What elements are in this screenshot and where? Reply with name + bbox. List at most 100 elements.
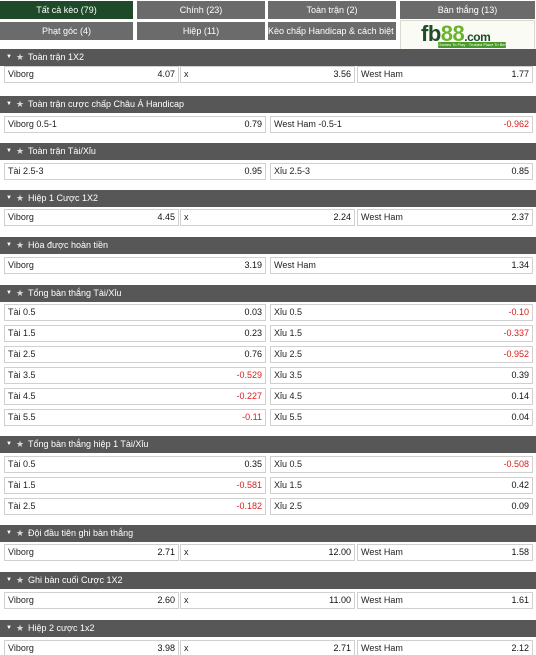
selection-name: Viborg <box>8 119 34 129</box>
odds-cell[interactable]: Viborg 3.19 <box>4 257 266 274</box>
handicap-line: 4.5 <box>289 391 303 401</box>
odds-cell[interactable]: Xỉu 2.5-3 0.85 <box>270 163 533 180</box>
odds-cell[interactable]: Tài 0.5 0.03 <box>4 304 266 321</box>
section-header[interactable]: ▼ ★ Tổng bàn thắng Tài/Xỉu <box>0 285 536 302</box>
odds-cell[interactable]: Xỉu 0.5 -0.10 <box>270 304 533 321</box>
odds-label: Xỉu 3.5 <box>274 368 302 383</box>
odds-cell[interactable]: West Ham -0.5-1 -0.962 <box>270 116 533 133</box>
odds-value: 3.98 <box>157 643 175 653</box>
odds-cell[interactable]: x 11.00 <box>180 592 355 609</box>
odds-cell[interactable]: West Ham 1.77 <box>357 66 533 83</box>
section-header[interactable]: ▼ ★ Toàn trận 1X2 <box>0 49 536 66</box>
section-header[interactable]: ▼ ★ Tổng bàn thắng hiệp 1 Tài/Xỉu <box>0 436 536 453</box>
chevron-down-icon[interactable]: ▼ <box>6 148 12 155</box>
tab-half[interactable]: Hiệp (11) <box>137 22 265 40</box>
star-icon[interactable]: ★ <box>16 528 25 538</box>
selection-name: x <box>184 643 189 653</box>
fb88-logo[interactable]: fb88.com Games To Play · Trusted Place T… <box>400 20 535 50</box>
star-icon[interactable]: ★ <box>16 240 25 250</box>
odds-cell[interactable]: Tài 0.5 0.35 <box>4 456 266 473</box>
handicap-line: 3.5 <box>23 370 36 380</box>
chevron-down-icon[interactable]: ▼ <box>6 530 12 537</box>
star-icon[interactable]: ★ <box>16 146 25 156</box>
chevron-down-icon[interactable]: ▼ <box>6 577 12 584</box>
odds-cell[interactable]: Xỉu 5.5 0.04 <box>270 409 533 426</box>
odds-cell[interactable]: x 2.24 <box>180 209 355 226</box>
tab-main[interactable]: Chính (23) <box>137 1 265 19</box>
section-title: Hòa được hoàn tiền <box>28 240 108 250</box>
odds-cell[interactable]: West Ham 1.61 <box>357 592 533 609</box>
star-icon[interactable]: ★ <box>16 193 25 203</box>
star-icon[interactable]: ★ <box>16 623 25 633</box>
odds-cell[interactable]: West Ham 2.37 <box>357 209 533 226</box>
odds-cell[interactable]: Tài 3.5 -0.529 <box>4 367 266 384</box>
handicap-line: 0.5-1 <box>36 119 57 129</box>
chevron-down-icon[interactable]: ▼ <box>6 54 12 61</box>
odds-cell[interactable]: Tài 2.5 0.76 <box>4 346 266 363</box>
odds-cell[interactable]: Viborg 4.45 <box>4 209 179 226</box>
odds-cell[interactable]: Xỉu 1.5 -0.337 <box>270 325 533 342</box>
star-icon[interactable]: ★ <box>16 99 25 109</box>
section-title: Đội đầu tiên ghi bàn thắng <box>28 528 134 538</box>
odds-cell[interactable]: x 3.56 <box>180 66 355 83</box>
odds-label: Tài 2.5-3 <box>8 164 44 179</box>
star-icon[interactable]: ★ <box>16 439 25 449</box>
star-icon[interactable]: ★ <box>16 52 25 62</box>
selection-name: Tài <box>8 480 21 490</box>
chevron-down-icon[interactable]: ▼ <box>6 101 12 108</box>
chevron-down-icon[interactable]: ▼ <box>6 195 12 202</box>
odds-cell[interactable]: Xỉu 4.5 0.14 <box>270 388 533 405</box>
section-header[interactable]: ▼ ★ Hòa được hoàn tiền <box>0 237 536 254</box>
chevron-down-icon[interactable]: ▼ <box>6 242 12 249</box>
section-header[interactable]: ▼ ★ Hiệp 1 Cược 1X2 <box>0 190 536 207</box>
odds-cell[interactable]: Viborg 0.5-1 0.79 <box>4 116 266 133</box>
selection-name: Xỉu <box>274 459 288 469</box>
tab-all-odds[interactable]: Tất cả kèo (79) <box>0 1 133 19</box>
handicap-line: 2.5 <box>23 349 36 359</box>
odds-value: -0.182 <box>236 501 262 511</box>
star-icon[interactable]: ★ <box>16 288 25 298</box>
chevron-down-icon[interactable]: ▼ <box>6 290 12 297</box>
tab-handicap[interactable]: Kèo chấp Handicap & cách biệt (1) <box>268 22 396 40</box>
odds-cell[interactable]: Xỉu 1.5 0.42 <box>270 477 533 494</box>
odds-cell[interactable]: Tài 4.5 -0.227 <box>4 388 266 405</box>
odds-cell[interactable]: Viborg 3.98 <box>4 640 179 655</box>
section-header[interactable]: ▼ ★ Đội đầu tiên ghi bàn thắng <box>0 525 536 542</box>
handicap-line: 0.5 <box>289 307 303 317</box>
section-header[interactable]: ▼ ★ Toàn trận cược chấp Châu Á Handicap <box>0 96 536 113</box>
odds-cell[interactable]: West Ham 1.58 <box>357 544 533 561</box>
handicap-line: 0.5 <box>23 307 36 317</box>
chevron-down-icon[interactable]: ▼ <box>6 441 12 448</box>
odds-value: -0.508 <box>503 459 529 469</box>
odds-cell[interactable]: x 12.00 <box>180 544 355 561</box>
odds-cell[interactable]: Tài 1.5 0.23 <box>4 325 266 342</box>
odds-cell[interactable]: x 2.71 <box>180 640 355 655</box>
odds-cell[interactable]: Tài 2.5 -0.182 <box>4 498 266 515</box>
star-icon[interactable]: ★ <box>16 575 25 585</box>
tab-goals[interactable]: Bàn thắng (13) <box>400 1 535 19</box>
odds-cell[interactable]: Viborg 2.60 <box>4 592 179 609</box>
odds-value: 0.39 <box>511 370 529 380</box>
odds-label: Xỉu 0.5 <box>274 305 302 320</box>
tab-corners[interactable]: Phạt góc (4) <box>0 22 133 40</box>
odds-value: -0.227 <box>236 391 262 401</box>
odds-cell[interactable]: Viborg 2.71 <box>4 544 179 561</box>
odds-cell[interactable]: West Ham 2.12 <box>357 640 533 655</box>
odds-cell[interactable]: Tài 5.5 -0.11 <box>4 409 266 426</box>
odds-cell[interactable]: Tài 2.5-3 0.95 <box>4 163 266 180</box>
odds-cell[interactable]: Tài 1.5 -0.581 <box>4 477 266 494</box>
odds-cell[interactable]: West Ham 1.34 <box>270 257 533 274</box>
odds-label: Tài 1.5 <box>8 326 36 341</box>
chevron-down-icon[interactable]: ▼ <box>6 625 12 632</box>
odds-value: 4.07 <box>157 69 175 79</box>
odds-cell[interactable]: Xỉu 3.5 0.39 <box>270 367 533 384</box>
section-header[interactable]: ▼ ★ Toàn trận Tài/Xỉu <box>0 143 536 160</box>
section-header[interactable]: ▼ ★ Hiệp 2 cược 1x2 <box>0 620 536 637</box>
odds-value: -0.10 <box>508 307 529 317</box>
odds-cell[interactable]: Viborg 4.07 <box>4 66 179 83</box>
odds-cell[interactable]: Xỉu 2.5 0.09 <box>270 498 533 515</box>
odds-cell[interactable]: Xỉu 2.5 -0.952 <box>270 346 533 363</box>
section-header[interactable]: ▼ ★ Ghi bàn cuối Cược 1X2 <box>0 572 536 589</box>
tab-full-match[interactable]: Toàn trận (2) <box>268 1 396 19</box>
odds-cell[interactable]: Xỉu 0.5 -0.508 <box>270 456 533 473</box>
